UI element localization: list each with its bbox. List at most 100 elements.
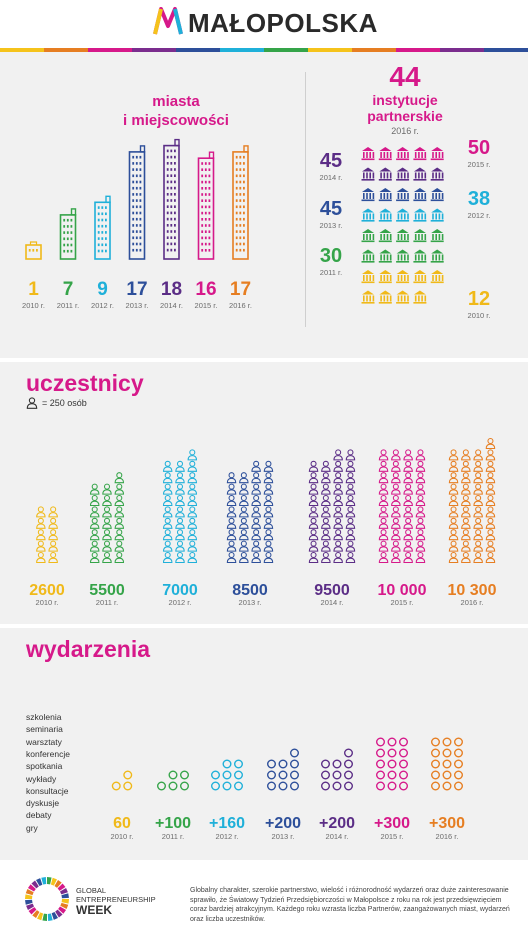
events-bar-2013 [267,748,300,791]
events-bar-2015 [376,737,409,791]
gew-ring-segment [61,899,69,904]
event-category-item: wykłady [26,773,57,784]
event-category-item: spotkania [26,761,63,772]
institution-icon [430,188,444,202]
stripe-segment [44,48,89,52]
events-bar-2014 [321,748,354,791]
partners-left-year: 2013 r. [320,221,343,230]
building-bar-2015 [197,151,215,260]
partners-headline-year: 2016 r. [391,126,419,136]
gew-ring-segment [42,913,47,921]
partners-right-year: 2015 r. [468,160,491,169]
gew-ring-segment [25,899,33,905]
institution-icon [361,249,375,263]
partners-left-year: 2011 r. [320,268,342,277]
events-bar-2012 [210,759,243,791]
section-participants: uczestnicy = 250 osób 2600 2010 r. 5500 201… [0,362,528,624]
gew-ring-segment [27,884,36,892]
stripe-segment [440,48,485,52]
participants-value-2013: 8500 [232,582,268,599]
stripe-segment [0,48,45,52]
gew-ring-segment [25,889,34,896]
events-year-2013: 2013 r. [272,832,295,841]
institution-icon [430,147,444,161]
gew-logo-icon [25,877,69,921]
participants-year-2013: 2013 r. [239,598,262,607]
institution-icon [430,208,444,222]
institution-icon [430,167,444,181]
event-category-item: konsultacje [26,785,69,796]
events-bar-2010 [111,770,133,791]
gew-ring-segment [61,893,69,899]
institution-icon [396,270,410,284]
building-bar-2012 [94,195,111,260]
institution-icon [378,147,392,161]
cities-year-2015: 2015 r. [195,301,218,310]
person-legend-icon [26,397,38,409]
events-value-2013: +200 [265,815,301,832]
institution-icon [413,188,427,202]
gew-ring-segment [57,883,66,891]
participants-year-2015: 2015 r. [391,598,414,607]
institution-icon [378,290,392,304]
events-value-2014: +200 [319,815,355,832]
events-bar-2011 [156,770,189,791]
cities-year-2011: 2011 r. [57,301,79,310]
gew-ring-segment [51,911,58,920]
footer: GLOBAL ENTREPRENEURSHIP WEEK [0,864,528,933]
institution-icon [361,167,375,181]
participants-value-2011: 5500 [89,582,125,599]
partners-right-year: 2012 r. [468,211,491,220]
event-category-item: debaty [26,810,52,821]
events-value-2011: +100 [155,815,191,832]
institution-icon [361,229,375,243]
partners-right-year: 2010 r. [468,311,491,320]
events-bar-2016 [431,737,464,791]
institution-icon [361,208,375,222]
cities-value-2011: 7 [63,279,74,300]
institution-icon [378,229,392,243]
cities-value-2015: 16 [195,279,216,300]
events-year-2015: 2015 r. [381,832,404,841]
building-bar-2016 [232,145,249,260]
stripe-segment [308,48,353,52]
participants-bar-2010 [36,506,58,564]
institution-icon [396,249,410,263]
participants-year-2014: 2014 r. [321,598,344,607]
footer-description: Globalny charakter, szerokie partnerstwo… [190,887,510,923]
gew-ring-segment [41,877,47,885]
cities-value-2010: 1 [28,279,39,300]
institution-icon [413,229,427,243]
participants-value-2016: 10 300 [448,582,497,599]
events-year-2014: 2014 r. [326,832,349,841]
partners-right-value: 12 [468,288,490,310]
partners-headline-label1: instytucje [372,92,438,108]
participants-bar-2013 [226,460,274,564]
gew-ring-segment [59,888,68,895]
institution-icon [396,167,410,181]
cities-year-2010: 2010 r. [22,301,45,310]
cities-year-2014: 2014 r. [160,301,183,310]
participants-value-2015: 10 000 [378,582,427,599]
institution-icon [396,229,410,243]
participants-bar-2012 [162,449,198,564]
cities-value-2012: 9 [97,279,108,300]
institution-icon [430,249,444,263]
event-category-item: gry [26,822,38,833]
participants-value-2012: 7000 [162,582,198,599]
institution-icon [413,290,427,304]
institution-icon [413,147,427,161]
gew-ring-segment [58,906,67,914]
institution-icon [378,208,392,222]
gew-ring-segment [25,894,33,899]
gew-ring-segment [54,879,62,888]
event-category-item: szkolenia [26,712,62,722]
institution-icon [413,270,427,284]
institution-icon [396,208,410,222]
cities-year-2012: 2012 r. [91,301,114,310]
brand-name: MAŁOPOLSKA [188,8,378,38]
building-bar-2011 [59,208,77,260]
